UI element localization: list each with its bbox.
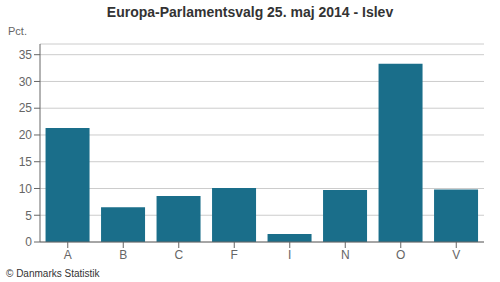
svg-text:25: 25 xyxy=(19,101,33,115)
svg-text:35: 35 xyxy=(19,48,33,62)
svg-text:O: O xyxy=(396,248,405,262)
svg-text:20: 20 xyxy=(19,128,33,142)
svg-text:C: C xyxy=(174,248,183,262)
svg-text:0: 0 xyxy=(25,235,32,249)
svg-text:I: I xyxy=(288,248,291,262)
svg-text:N: N xyxy=(341,248,350,262)
svg-text:A: A xyxy=(64,248,72,262)
html-text:Europa-Parlamentsvalg 25. maj: Europa-Parlamentsvalg 25. maj 2014 - Isl… xyxy=(106,4,394,20)
svg-text:B: B xyxy=(119,248,127,262)
svg-text:5: 5 xyxy=(25,209,32,223)
svg-text:V: V xyxy=(452,248,460,262)
svg-text:15: 15 xyxy=(19,155,33,169)
html-text:© Danmarks Statistik: © Danmarks Statistik xyxy=(6,268,100,279)
svg-text:30: 30 xyxy=(19,75,33,89)
svg-text:F: F xyxy=(231,248,238,262)
html-text:Pct.: Pct. xyxy=(8,25,27,37)
svg-text:10: 10 xyxy=(19,182,33,196)
